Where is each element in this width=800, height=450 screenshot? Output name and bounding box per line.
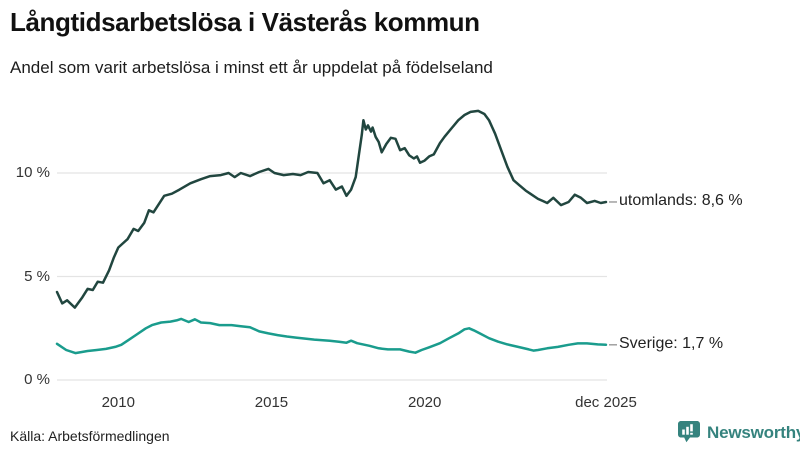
line-Sverige	[55, 317, 608, 355]
newsworthy-bubble-chart-icon	[677, 420, 701, 445]
y-axis-tick-10: 10 %	[15, 164, 50, 181]
label-connectors	[609, 201, 617, 346]
series-label-utomlands: utomlands: 8,6 %	[619, 191, 743, 209]
gridlines	[57, 172, 607, 381]
series-label-sverige: Sverige: 1,7 %	[619, 334, 724, 352]
x-axis-tick-2010: 2010	[101, 394, 135, 411]
newsworthy-wordmark: Newsworthy	[707, 422, 800, 442]
chart-subtitle: Andel som varit arbetslösa i minst ett å…	[10, 58, 493, 77]
x-axis-tick-2015: 2015	[254, 394, 289, 411]
series-lines	[55, 109, 608, 355]
x-axis-tick-2020: 2020	[407, 394, 442, 411]
y-axis-tick-0: 0 %	[24, 371, 50, 388]
page-title: Långtidsarbetslösa i Västerås kommun	[10, 7, 480, 37]
source-note: Källa: Arbetsförmedlingen	[10, 428, 170, 444]
line-utomlands	[55, 109, 608, 309]
newsworthy-logo: Newsworthy	[677, 420, 800, 445]
y-axis-tick-5: 5 %	[24, 267, 50, 285]
x-axis-tick-dec-2025: dec 2025	[575, 394, 637, 411]
